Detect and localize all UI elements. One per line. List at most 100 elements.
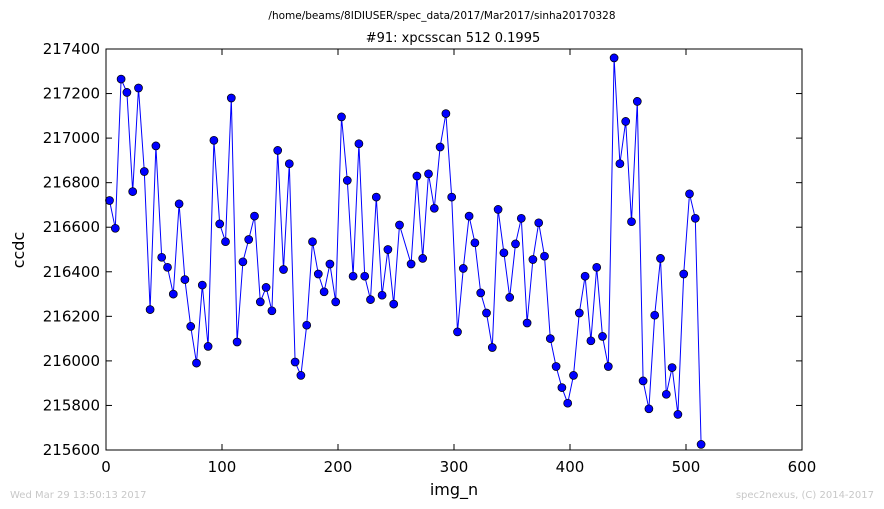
data-point (673, 410, 683, 419)
data-point (389, 299, 399, 309)
data-point (105, 196, 114, 205)
y-tick-label: 216800 (43, 174, 100, 192)
data-point (302, 320, 312, 330)
data-point (406, 259, 416, 269)
data-point (511, 239, 520, 249)
data-point (424, 169, 433, 179)
y-tick-label: 217200 (43, 85, 100, 103)
data-point (383, 245, 393, 254)
data-point (528, 255, 538, 264)
plot-area: 0 100 200 300 400 500 600 215600 215800 216000 216… (43, 40, 817, 476)
data-point (226, 93, 236, 103)
data-point (627, 217, 636, 227)
data-point (342, 176, 352, 185)
data-point (621, 117, 631, 126)
y-tick-label: 216400 (43, 263, 100, 281)
data-point (650, 310, 660, 320)
data-point (371, 192, 381, 202)
data-point (615, 159, 625, 169)
data-point (679, 269, 689, 279)
data-point (598, 332, 607, 341)
data-point (255, 297, 265, 307)
data-point (267, 306, 277, 316)
footer-timestamp: Wed Mar 29 13:50:13 2017 (10, 490, 146, 501)
data-point (232, 337, 242, 347)
data-point (163, 262, 172, 272)
data-point (569, 371, 578, 380)
data-point (197, 280, 207, 290)
data-point (279, 265, 288, 274)
data-point (592, 262, 602, 272)
series-line (109, 57, 702, 445)
data-point (250, 211, 259, 221)
data-point (505, 293, 515, 302)
data-point (476, 288, 486, 298)
data-point (696, 440, 706, 449)
data-point (656, 254, 665, 263)
data-point (661, 389, 671, 399)
data-point (128, 187, 138, 196)
data-point (435, 142, 445, 152)
data-point (273, 146, 283, 155)
data-point (290, 357, 300, 367)
data-point (110, 223, 120, 233)
y-tick-label: 216000 (43, 352, 100, 370)
data-point (395, 220, 404, 230)
data-point (493, 205, 503, 214)
data-point (122, 88, 132, 97)
data-point (644, 404, 654, 414)
data-point (325, 259, 335, 269)
data-point (296, 371, 306, 380)
data-point (545, 334, 555, 343)
plot-frame (105, 48, 803, 451)
data-point (563, 398, 573, 408)
data-point (151, 141, 161, 151)
data-point (574, 308, 584, 318)
data-point (540, 251, 549, 261)
data-point (603, 362, 613, 371)
data-point (174, 199, 184, 209)
data-point (638, 376, 648, 386)
x-axis-label: img_n (430, 480, 478, 500)
data-point (690, 213, 700, 223)
data-point (453, 327, 462, 337)
data-point (348, 271, 358, 281)
data-point (203, 342, 213, 351)
data-point (516, 213, 526, 223)
data-point (284, 159, 294, 169)
data-point (499, 248, 509, 258)
data-point (418, 254, 428, 263)
data-point (238, 257, 248, 267)
data-point (313, 269, 323, 279)
y-tick-label: 216600 (43, 218, 100, 236)
data-point (487, 343, 497, 352)
x-tick-label: 200 (324, 458, 353, 476)
x-tick-label: 600 (788, 458, 817, 476)
data-point (215, 219, 225, 229)
data-point (557, 383, 567, 392)
data-point (458, 264, 468, 273)
data-point (667, 363, 677, 372)
data-point (221, 237, 230, 247)
data-point (192, 358, 201, 368)
data-point (180, 275, 190, 284)
data-point (377, 290, 387, 300)
data-point (354, 139, 364, 149)
data-point (209, 135, 219, 145)
y-tick-label: 215600 (43, 441, 100, 459)
data-point (522, 318, 532, 328)
data-point (168, 289, 178, 299)
data-point (186, 322, 196, 331)
x-tick-label: 500 (672, 458, 701, 476)
data-point (632, 97, 642, 106)
x-tick-label: 0 (101, 458, 111, 476)
data-point (441, 109, 451, 118)
data-point (429, 203, 439, 213)
data-point (308, 237, 317, 247)
data-point (551, 362, 561, 371)
data-point (134, 83, 143, 93)
footer-credit: spec2nexus, (C) 2014-2017 (736, 490, 874, 501)
x-tick-label: 300 (440, 458, 469, 476)
data-point (482, 308, 491, 318)
